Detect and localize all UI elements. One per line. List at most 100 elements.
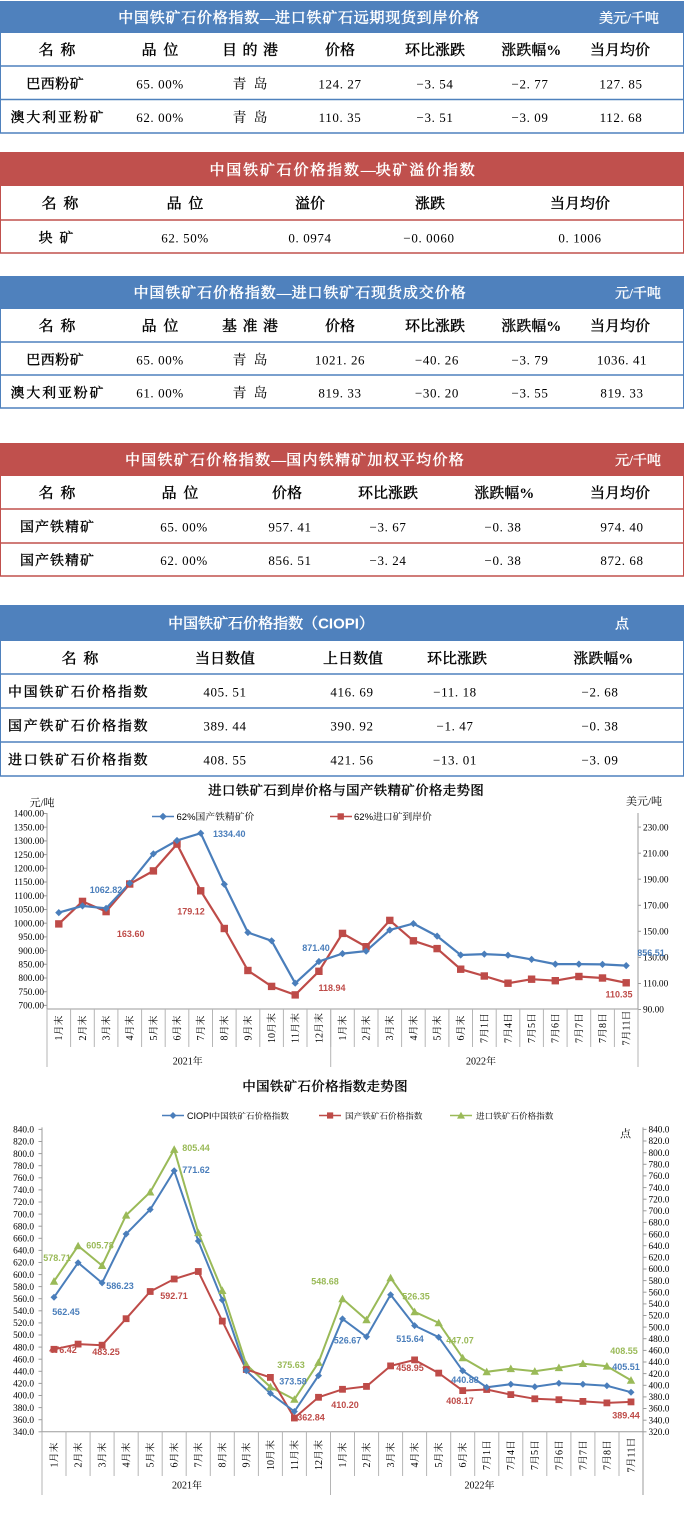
svg-text:4: 4: [409, 1036, 420, 1041]
svg-text:−30. 20: −30. 20: [415, 386, 459, 401]
svg-text:1250.00: 1250.00: [14, 851, 45, 861]
svg-text:800.00: 800.00: [18, 974, 44, 984]
svg-text:410.20: 410.20: [331, 1400, 359, 1410]
svg-text:127. 85: 127. 85: [599, 77, 642, 92]
svg-text:1334.40: 1334.40: [213, 829, 246, 839]
svg-text:5: 5: [149, 1036, 160, 1041]
svg-text:840.0: 840.0: [649, 1126, 670, 1136]
svg-text:320.0: 320.0: [649, 1428, 670, 1438]
svg-text:6: 6: [554, 1450, 565, 1455]
svg-text:150.00: 150.00: [643, 928, 669, 938]
svg-text:62%: 62%: [354, 812, 374, 823]
svg-text:65. 00%: 65. 00%: [136, 77, 184, 92]
svg-text:620.0: 620.0: [649, 1254, 670, 1264]
svg-text:CIOPI: CIOPI: [187, 1111, 212, 1121]
svg-text:560.0: 560.0: [649, 1288, 670, 1298]
svg-text:5: 5: [530, 1450, 541, 1455]
svg-text:540.0: 540.0: [649, 1300, 670, 1310]
svg-text:520.0: 520.0: [13, 1319, 34, 1329]
svg-text:1036. 41: 1036. 41: [597, 353, 647, 368]
svg-text:−11. 18: −11. 18: [433, 685, 477, 700]
svg-text:520.0: 520.0: [649, 1312, 670, 1322]
svg-text:408.17: 408.17: [446, 1396, 474, 1406]
svg-text:1: 1: [49, 1463, 60, 1468]
svg-text:110.35: 110.35: [605, 990, 632, 1000]
svg-text:586.23: 586.23: [106, 1281, 134, 1291]
svg-text:7: 7: [503, 1038, 514, 1043]
svg-text:65. 00%: 65. 00%: [136, 353, 184, 368]
svg-text:871.40: 871.40: [302, 943, 330, 953]
svg-text:1: 1: [290, 1465, 301, 1470]
svg-text:700.0: 700.0: [13, 1210, 34, 1220]
svg-text:458.95: 458.95: [396, 1363, 424, 1373]
svg-text:360.0: 360.0: [13, 1416, 34, 1426]
svg-text:7: 7: [578, 1465, 589, 1470]
svg-text:440.0: 440.0: [649, 1358, 670, 1368]
svg-text:578.71: 578.71: [43, 1253, 71, 1263]
svg-text:110.00: 110.00: [643, 980, 669, 990]
svg-text:820.0: 820.0: [13, 1138, 34, 1148]
svg-text:62. 00%: 62. 00%: [136, 110, 184, 125]
svg-text:440.88: 440.88: [451, 1375, 479, 1385]
svg-text:1300.00: 1300.00: [14, 837, 45, 847]
svg-text:—: —: [360, 163, 377, 179]
svg-text:950.00: 950.00: [18, 933, 44, 943]
svg-text:900.00: 900.00: [18, 947, 44, 957]
svg-text:2: 2: [314, 1033, 325, 1038]
svg-text:771.62: 771.62: [182, 1165, 210, 1175]
svg-text:476.42: 476.42: [49, 1345, 77, 1355]
svg-text:1150.00: 1150.00: [14, 878, 44, 888]
svg-text:526.67: 526.67: [334, 1336, 362, 1346]
svg-text:640.0: 640.0: [649, 1242, 670, 1252]
svg-text:1200.00: 1200.00: [14, 865, 45, 875]
svg-text:760.0: 760.0: [649, 1172, 670, 1182]
svg-text:1: 1: [314, 1038, 325, 1043]
svg-text:1: 1: [626, 1448, 637, 1453]
svg-text:740.0: 740.0: [649, 1184, 670, 1194]
svg-text:7: 7: [578, 1450, 589, 1455]
svg-text:526.35: 526.35: [402, 1292, 430, 1302]
svg-text:605.78: 605.78: [86, 1241, 114, 1251]
svg-text:800.0: 800.0: [649, 1149, 670, 1159]
svg-text:750.00: 750.00: [18, 988, 44, 998]
svg-text:400.0: 400.0: [649, 1382, 670, 1392]
svg-text:1062.82: 1062.82: [90, 885, 123, 895]
svg-text:1: 1: [338, 1036, 349, 1041]
svg-text:1021. 26: 1021. 26: [315, 353, 365, 368]
svg-text:408. 55: 408. 55: [203, 753, 246, 768]
svg-text:−40. 26: −40. 26: [415, 353, 459, 368]
svg-text:1350.00: 1350.00: [14, 823, 45, 833]
svg-text:957. 41: 957. 41: [268, 520, 311, 535]
svg-text:CIOPI: CIOPI: [318, 616, 359, 633]
svg-text:0. 1006: 0. 1006: [558, 231, 601, 246]
svg-text:360.0: 360.0: [649, 1405, 670, 1415]
svg-text:−3. 79: −3. 79: [512, 353, 549, 368]
svg-text:65. 00%: 65. 00%: [160, 520, 208, 535]
svg-text:0: 0: [267, 1033, 278, 1038]
svg-text:210.00: 210.00: [643, 849, 669, 859]
svg-text:760.0: 760.0: [13, 1174, 34, 1184]
svg-text:163.60: 163.60: [117, 929, 145, 939]
svg-text:515.64: 515.64: [396, 1334, 424, 1344]
svg-text:1100.00: 1100.00: [14, 892, 44, 902]
svg-text:−0. 0060: −0. 0060: [403, 231, 454, 246]
svg-text:%: %: [546, 43, 561, 59]
svg-text:/: /: [628, 454, 634, 469]
svg-text:340.0: 340.0: [13, 1428, 34, 1438]
svg-text:500.0: 500.0: [13, 1331, 34, 1341]
svg-text:7: 7: [506, 1465, 517, 1470]
svg-text:7: 7: [598, 1038, 609, 1043]
svg-text:850.00: 850.00: [18, 961, 44, 971]
svg-text:7: 7: [530, 1465, 541, 1470]
svg-text:—: —: [276, 286, 293, 302]
svg-text:592.71: 592.71: [160, 1291, 188, 1301]
svg-text:3: 3: [386, 1463, 397, 1468]
svg-text:1: 1: [54, 1036, 65, 1041]
svg-text:230.00: 230.00: [643, 823, 669, 833]
svg-text:416. 69: 416. 69: [330, 685, 373, 700]
svg-text:5: 5: [433, 1036, 444, 1041]
svg-text:1400.00: 1400.00: [14, 810, 45, 820]
svg-text:600.0: 600.0: [13, 1271, 34, 1281]
svg-text:62%: 62%: [177, 812, 197, 823]
svg-text:8: 8: [218, 1463, 229, 1468]
